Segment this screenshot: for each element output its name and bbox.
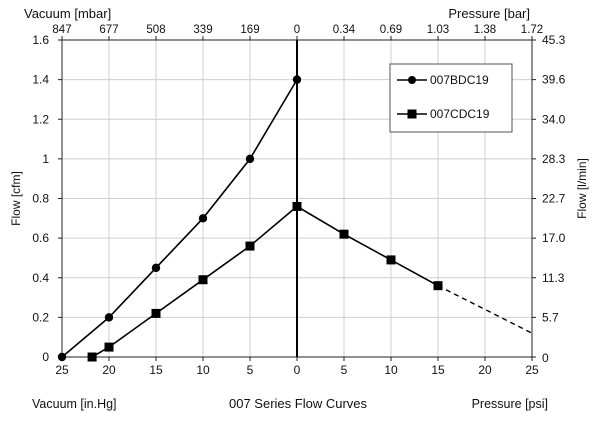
y-tick-label: 0.2 — [32, 310, 49, 324]
y-tick-label: 0.8 — [32, 192, 49, 206]
legend-marker-circle — [408, 76, 416, 84]
top-tick-label: 847 — [52, 24, 71, 36]
y-tick-label: 1.4 — [32, 73, 49, 87]
y-tick-label: 0.6 — [32, 231, 49, 245]
right-tick-label: 28.3 — [542, 152, 566, 166]
right-tick-label: 5.7 — [542, 310, 559, 324]
data-point-circle — [104, 313, 114, 322]
right-tick-label: 0 — [542, 351, 549, 365]
chart-title: 007 Series Flow Curves — [229, 396, 367, 411]
bottom-left-axis-title: Vacuum [in.Hg] — [32, 397, 117, 411]
data-point-square — [339, 229, 349, 239]
top-tick-label: 677 — [99, 24, 118, 36]
top-tick-label: 0.69 — [380, 24, 402, 36]
top-right-axis-title: Pressure [bar] — [448, 6, 530, 21]
y-tick-label: 1 — [42, 152, 49, 166]
x-tick-label: 20 — [102, 363, 116, 377]
data-point-square — [104, 342, 114, 352]
data-point-square — [292, 201, 302, 211]
data-point-square — [245, 241, 255, 251]
right-tick-label: 11.3 — [542, 271, 565, 285]
data-point-square — [151, 308, 161, 318]
top-tick-label: 1.03 — [427, 24, 449, 36]
x-tick-label: 25 — [525, 363, 539, 377]
legend-marker-square — [407, 109, 417, 119]
top-tick-label: 0 — [294, 24, 300, 36]
top-tick-label: 0.34 — [333, 24, 356, 36]
x-tick-label: 5 — [247, 363, 254, 377]
right-tick-label: 45.3 — [542, 33, 566, 47]
top-left-axis-title: Vacuum [mbar] — [24, 6, 111, 21]
data-point-circle — [245, 154, 255, 164]
y-tick-label: 0.4 — [32, 271, 49, 285]
top-tick-label: 339 — [193, 24, 212, 36]
data-point-square — [87, 352, 97, 362]
top-tick-label: 1.38 — [474, 24, 496, 36]
x-tick-label: 15 — [149, 363, 163, 377]
y-tick-label: 1.6 — [32, 33, 49, 47]
top-tick-label: 1.72 — [521, 24, 543, 36]
series-007CDC19 — [87, 201, 533, 362]
right-axis-title: Flow [l/min] — [575, 158, 589, 219]
data-point-circle — [292, 75, 302, 84]
right-tick-label: 39.6 — [542, 73, 566, 87]
data-point-circle — [198, 214, 208, 223]
bottom-right-axis-title: Pressure [psi] — [472, 397, 548, 411]
data-point-square — [386, 255, 396, 265]
data-point-square — [433, 281, 443, 291]
x-tick-label: 20 — [478, 363, 492, 377]
y-tick-label: 0 — [42, 350, 49, 364]
top-tick-label: 508 — [146, 24, 165, 36]
x-tick-label: 15 — [431, 363, 445, 377]
x-tick-label: 10 — [196, 363, 210, 377]
x-tick-label: 5 — [341, 363, 348, 377]
x-tick-label: 10 — [384, 363, 398, 377]
y-tick-label: 1.2 — [32, 112, 49, 126]
x-tick-label: 0 — [294, 363, 301, 377]
right-tick-label: 17.0 — [542, 231, 566, 245]
data-point-square — [198, 275, 208, 285]
legend: 007BDC19 007CDC19 — [389, 63, 513, 133]
legend-label: 007BDC19 — [430, 73, 489, 87]
legend-box — [389, 63, 513, 133]
x-tick-label: 25 — [55, 363, 69, 377]
right-tick-label: 34.0 — [542, 112, 566, 126]
left-axis-title: Flow [cfm] — [9, 171, 23, 226]
right-tick-label: 22.7 — [542, 192, 566, 206]
legend-label: 007CDC19 — [430, 107, 490, 121]
data-point-circle — [151, 263, 161, 273]
series-007BDC19 — [57, 75, 302, 362]
series-line — [61, 79, 298, 358]
top-tick-label: 169 — [240, 24, 259, 36]
data-point-circle — [57, 352, 67, 362]
